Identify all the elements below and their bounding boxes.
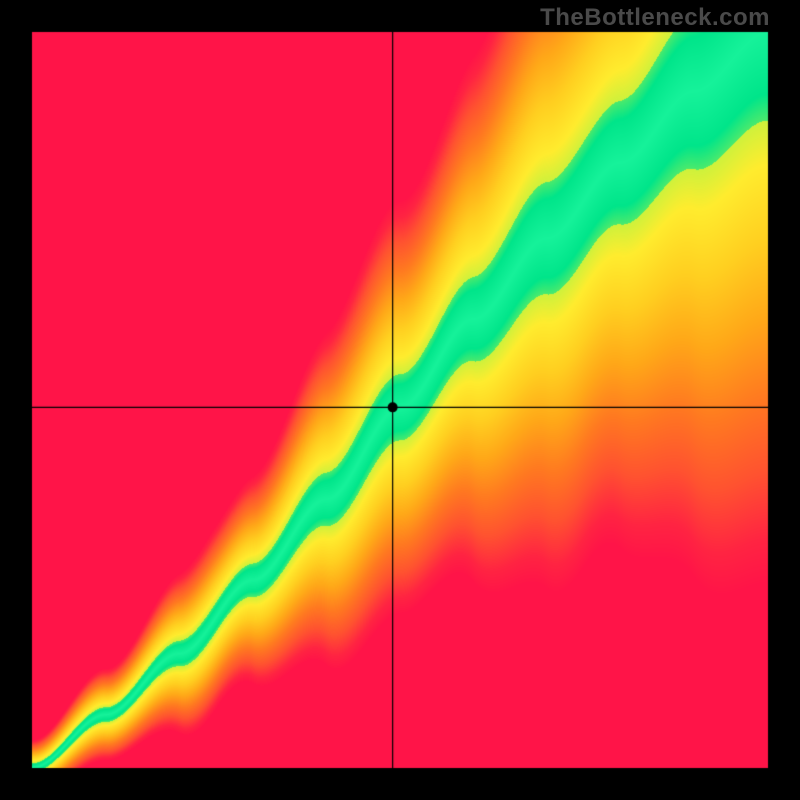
- bottleneck-heatmap: [0, 0, 800, 800]
- watermark-text: TheBottleneck.com: [540, 4, 770, 32]
